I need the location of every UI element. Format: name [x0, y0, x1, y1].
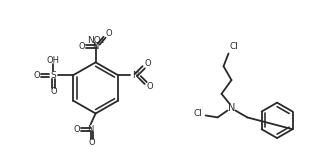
Text: N: N	[92, 42, 99, 51]
Text: O: O	[73, 125, 80, 134]
Text: S: S	[51, 71, 56, 80]
Text: O: O	[88, 138, 95, 147]
Text: O: O	[50, 87, 57, 96]
Text: N: N	[228, 103, 235, 113]
Text: O: O	[105, 29, 112, 38]
Text: Cl: Cl	[193, 109, 202, 118]
Text: O: O	[78, 42, 85, 51]
Text: O: O	[146, 83, 153, 91]
Text: Cl: Cl	[229, 42, 238, 51]
Text: OH: OH	[47, 56, 60, 65]
Text: N: N	[87, 125, 94, 134]
Text: O: O	[33, 71, 40, 80]
Text: N: N	[133, 71, 139, 80]
Text: O: O	[144, 59, 151, 68]
Text: NO₂: NO₂	[87, 36, 104, 45]
